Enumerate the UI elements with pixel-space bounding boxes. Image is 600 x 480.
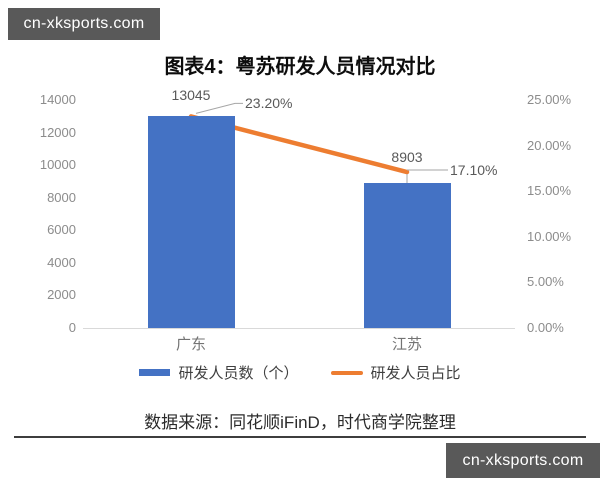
legend-label-line-series: 研发人员占比 [370, 365, 461, 382]
legend: 研发人员数（个） 研发人员占比 [0, 362, 600, 383]
y-axis-tick-left: 14000 [39, 92, 76, 107]
bar-广东 [147, 115, 235, 328]
y-axis-tick-right: 0.00% [527, 320, 564, 335]
bar-江苏 [363, 183, 451, 328]
y-axis-tick-left: 12000 [39, 124, 76, 140]
legend-label-bar-series: 研发人员数（个） [178, 365, 299, 382]
y-axis-tick-right: 5.00% [527, 274, 564, 290]
y-axis-tick-left: 0 [68, 320, 76, 335]
x-axis-line [83, 328, 515, 329]
y-axis-tick-left: 8000 [47, 189, 76, 205]
y-axis-tick-left: 10000 [39, 157, 76, 173]
y-axis-tick-right: 25.00% [527, 92, 572, 107]
data-label-bar-0: 13045 [171, 86, 211, 103]
data-label-bar-1: 8903 [391, 149, 423, 166]
chart-title: 图表4：粤苏研发人员情况对比 [164, 56, 436, 78]
y-axis-tick-right: 10.00% [527, 228, 572, 244]
x-axis-label-广东: 广东 [175, 336, 206, 353]
y-axis-tick-left: 2000 [47, 287, 76, 303]
watermark-top-text: cn-xksports.com [23, 15, 145, 32]
line-series-swatch-icon [330, 370, 363, 375]
source-note: 数据来源：同花顺iFinD，时代商学院整理 [144, 413, 456, 432]
watermark-bottom-text: cn-xksports.com [462, 451, 584, 469]
data-label-line-0: 23.20% [245, 95, 293, 112]
leader-line-first-percent-label [195, 102, 243, 114]
y-axis-tick-left: 4000 [47, 254, 76, 270]
bar-series-swatch-icon [139, 369, 171, 376]
x-axis-label-江苏: 江苏 [391, 336, 422, 353]
y-axis-tick-right: 15.00% [527, 183, 572, 199]
bottom-divider [14, 436, 586, 438]
data-label-line-1: 17.10% [450, 162, 498, 179]
legend-item-bar-series: 研发人员数（个） [139, 362, 299, 383]
watermark-bottom: cn-xksports.com [446, 443, 600, 478]
y-axis-tick-right: 20.00% [527, 137, 572, 153]
y-axis-tick-left: 6000 [47, 222, 76, 238]
legend-item-line-series: 研发人员占比 [330, 362, 461, 383]
watermark-top: cn-xksports.com [8, 8, 160, 40]
